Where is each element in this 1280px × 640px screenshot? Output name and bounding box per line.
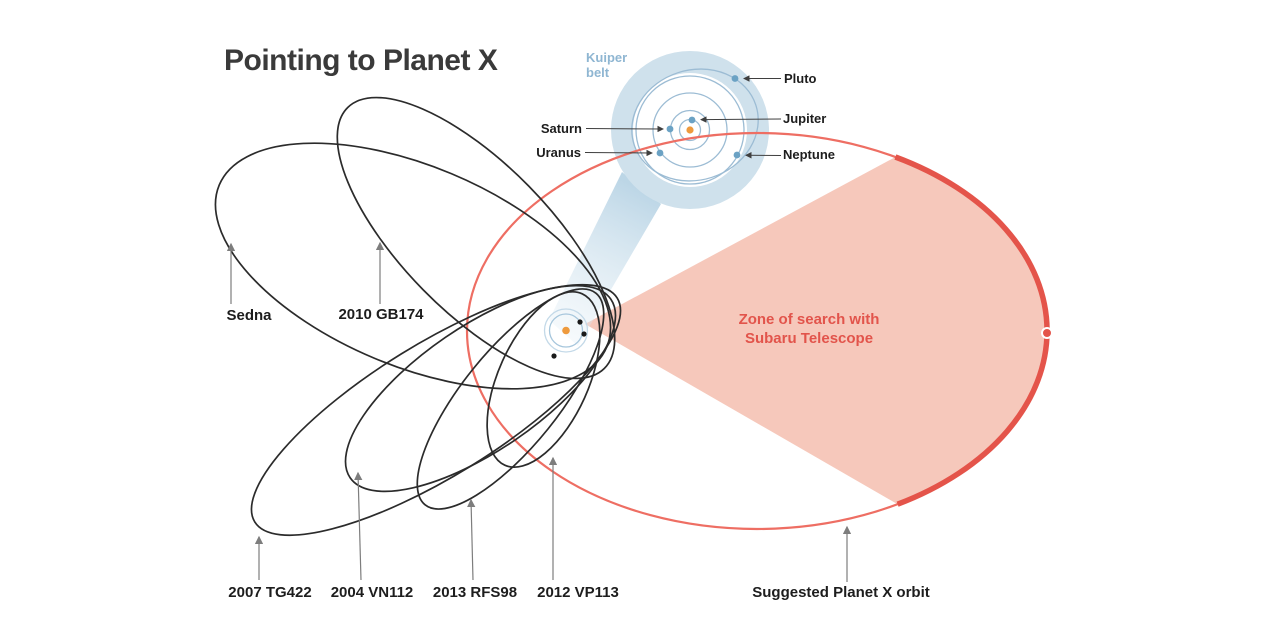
- vp113-orbit-ellipse: [486, 290, 601, 469]
- search-zone-label-line1: Zone of search with: [738, 311, 880, 328]
- rfs98-label: 2013 RFS98: [432, 584, 518, 601]
- page-title: Pointing to Planet X: [224, 44, 498, 77]
- rfs98-orbit-ellipse: [416, 288, 605, 510]
- pluto-dot: [731, 75, 739, 82]
- saturn-connector-line: [585, 125, 664, 133]
- sun-zoom-target: [543, 308, 589, 353]
- tno-dot: [581, 331, 587, 337]
- rfs98-arrow: [466, 498, 476, 581]
- uranus-dot: [656, 149, 664, 157]
- search-zone-label: Zone of search with Subaru Telescope: [718, 310, 900, 348]
- gb174-label: 2010 GB174: [338, 306, 424, 323]
- search-zone-wedge: [585, 157, 1048, 505]
- neptune-dot: [733, 151, 741, 159]
- neptune-orbit-circle: [635, 75, 745, 185]
- inset-sun-dot: [686, 126, 694, 134]
- jupiter-connector-line: [700, 116, 782, 123]
- pluto-label: Pluto: [784, 71, 817, 86]
- inset-planet-dots: [656, 75, 741, 159]
- neptune-label: Neptune: [783, 147, 835, 162]
- vp113-label: 2012 VP113: [537, 584, 619, 601]
- gb174-orbit-ellipse: [336, 96, 616, 380]
- vn112-label: 2004 VN112: [330, 584, 414, 601]
- saturn-dot: [666, 125, 674, 133]
- kuiper-belt-label: Kuiper belt: [586, 50, 627, 80]
- planet-x-position-dot: [1041, 327, 1053, 339]
- planet-orbit-circles: [631, 68, 759, 185]
- uranus-orbit-circle: [652, 92, 728, 168]
- vn112-orbit-ellipse: [344, 284, 617, 493]
- sedna-label: Sedna: [226, 307, 272, 324]
- sun-inner-blue-circle: [548, 313, 584, 348]
- label-arrows: [226, 241, 852, 582]
- tno-dot: [577, 319, 583, 325]
- kuiper-belt-label-line2: belt: [586, 65, 610, 80]
- vn112-arrow: [354, 471, 363, 581]
- sun-dot: [562, 326, 570, 335]
- kuiper-belt-label-line1: Kuiper: [586, 50, 628, 65]
- magnifier-cone: [549, 172, 661, 346]
- jupiter-dot: [688, 116, 696, 124]
- uranus-label: Uranus: [536, 145, 581, 160]
- inset-connectors: [584, 75, 782, 159]
- jupiter-label: Jupiter: [783, 111, 827, 126]
- saturn-label: Saturn: [540, 121, 582, 136]
- tg422-label: 2007 TG422: [228, 584, 312, 601]
- tno-orbits: [214, 96, 622, 537]
- pluto-orbit-ellipse: [631, 68, 759, 182]
- uranus-connector-line: [584, 149, 653, 157]
- search-zone-label-line2: Subaru Telescope: [744, 330, 874, 347]
- planet-x-orbit-label: Suggested Planet X orbit: [752, 584, 930, 601]
- tno-position-dots: [551, 319, 587, 359]
- tno-dot: [551, 353, 557, 359]
- sun-outer-blue-circle: [543, 308, 589, 353]
